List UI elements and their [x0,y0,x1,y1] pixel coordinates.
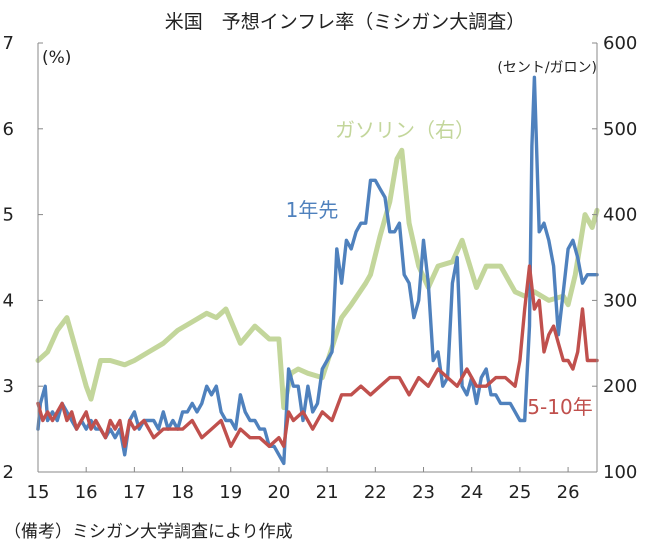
left-axis-tick-label: 7 [3,33,14,54]
x-axis-tick-label: 17 [123,482,146,503]
x-axis-tick-label: 22 [364,482,387,503]
right-axis-tick-label: 500 [603,119,637,140]
x-axis-tick-label: 24 [460,482,483,503]
series-layer [35,75,600,466]
x-axis-tick-label: 23 [412,482,435,503]
left-axis-unit-label: (%) [42,48,71,68]
x-axis-tick-label: 26 [557,482,580,503]
series-label-gasoline: ガソリン（右） [335,118,475,142]
right-axis-tick-label: 600 [603,33,637,54]
left-axis-tick-label: 2 [3,462,14,483]
right-axis-unit-label: (セント/ガロン) [497,60,597,76]
right-axis-tick-label: 200 [603,376,637,397]
series-line-five-ten-year [36,264,599,448]
x-axis-tick-label: 25 [508,482,531,503]
right-axis-tick-label: 100 [603,462,637,483]
right-axis-tick-label: 300 [603,290,637,311]
left-axis-tick-label: 6 [3,119,14,140]
left-axis-tick-label: 5 [3,205,14,226]
chart-title: 米国 予想インフレ率（ミシガン大調査） [165,11,525,33]
x-axis-tick-label: 15 [27,482,50,503]
series-label-five-ten-year: 5-10年 [527,395,592,419]
left-axis-tick-label: 3 [3,376,14,397]
x-axis-tick-label: 21 [316,482,339,503]
left-axis-tick-label: 4 [3,290,14,311]
footnote: （備考）ミシガン大学調査により作成 [4,522,293,542]
x-axis-tick-label: 19 [219,482,242,503]
series-label-one-year: 1年先 [286,198,339,222]
right-axis-tick-label: 400 [603,205,637,226]
axes-layer [37,42,598,473]
x-axis-tick-label: 20 [267,482,290,503]
x-axis-tick-label: 16 [75,482,98,503]
x-axis-tick-label: 18 [171,482,194,503]
